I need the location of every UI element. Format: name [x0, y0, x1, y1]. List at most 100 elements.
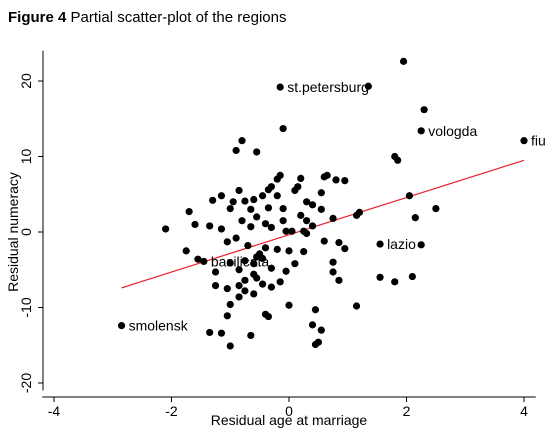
- data-point: [320, 173, 328, 181]
- data-point: [317, 205, 325, 213]
- data-point: [308, 222, 317, 230]
- data-point: [352, 211, 361, 219]
- data-point: [303, 229, 311, 238]
- data-point: [405, 192, 414, 200]
- data-point: [273, 175, 281, 183]
- data-point: [229, 198, 237, 206]
- data-point: [329, 258, 337, 266]
- y-tick-label: 10: [18, 149, 34, 165]
- data-point: [282, 227, 290, 235]
- data-point: [308, 321, 317, 329]
- x-axis-title: Residual age at marriage: [211, 412, 368, 428]
- data-point: [206, 328, 214, 337]
- data-point: [317, 189, 325, 197]
- data-point: [185, 208, 193, 216]
- data-point: [411, 214, 419, 222]
- labeled-data-point: [417, 127, 425, 135]
- data-point: [279, 217, 287, 225]
- data-point: [182, 247, 190, 255]
- data-point: [291, 186, 299, 195]
- data-point: [191, 220, 199, 229]
- y-tick-label: -20: [18, 373, 34, 393]
- data-point: [244, 241, 252, 250]
- data-point: [226, 300, 234, 309]
- data-point: [394, 156, 402, 164]
- data-point: [303, 217, 311, 225]
- data-point: [420, 106, 428, 114]
- data-point: [226, 259, 234, 267]
- data-point: [308, 201, 317, 209]
- data-point: [291, 260, 299, 268]
- point-label: vologda: [428, 123, 477, 139]
- data-point: [329, 214, 337, 223]
- data-point: [247, 223, 255, 231]
- data-point: [273, 245, 281, 253]
- labeled-data-point: [376, 240, 384, 248]
- fit-line: [121, 159, 525, 289]
- data-point: [417, 241, 425, 249]
- data-point: [311, 340, 320, 349]
- data-point: [241, 276, 249, 284]
- data-point: [226, 204, 234, 213]
- data-point: [364, 82, 372, 90]
- point-label: smolensk: [129, 318, 189, 334]
- data-point: [297, 174, 305, 182]
- data-point: [267, 223, 275, 232]
- data-point: [341, 177, 349, 185]
- x-tick-label: 4: [520, 403, 528, 419]
- data-point: [250, 195, 258, 204]
- data-point: [408, 272, 416, 281]
- data-point: [223, 238, 231, 246]
- data-point: [320, 237, 328, 245]
- labeled-data-point: [276, 83, 284, 91]
- data-point: [235, 293, 243, 301]
- data-point: [253, 274, 261, 282]
- data-point: [253, 253, 261, 261]
- point-label: basilicata: [211, 253, 270, 269]
- data-point: [285, 301, 293, 309]
- x-tick-label: -2: [165, 403, 178, 419]
- data-point: [247, 331, 255, 340]
- tick-marks: [38, 80, 525, 402]
- x-tick-label: -4: [48, 403, 61, 419]
- axes: [42, 50, 536, 398]
- data-point: [258, 254, 267, 263]
- data-point: [276, 278, 284, 286]
- data-point: [391, 278, 399, 286]
- data-point: [162, 225, 170, 233]
- data-point: [235, 282, 243, 290]
- x-tick-label: 0: [285, 403, 293, 419]
- labeled-data-point: [200, 257, 208, 266]
- y-tick-label: 0: [18, 228, 34, 236]
- data-point: [238, 217, 246, 225]
- data-point: [297, 211, 305, 219]
- y-axis-title: Residual numeracy: [5, 172, 21, 292]
- data-point: [267, 264, 275, 272]
- data-point: [311, 306, 320, 314]
- data-point: [332, 176, 340, 184]
- y-tick-label: -10: [18, 297, 34, 317]
- data-point: [258, 192, 267, 200]
- data-point: [258, 280, 267, 288]
- data-point: [300, 248, 308, 256]
- data-point: [235, 186, 243, 195]
- data-point: [194, 255, 202, 263]
- data-point: [352, 302, 361, 310]
- labeled-points: st.petersburg vologda fiu lazio basilicata sm…: [117, 79, 546, 334]
- data-point: [223, 312, 231, 320]
- figure-title: Partial scatter-plot of the regions: [70, 9, 287, 26]
- data-point: [376, 273, 384, 281]
- data-point: [253, 213, 261, 221]
- data-point: [303, 198, 311, 206]
- labeled-data-point: [520, 137, 528, 145]
- data-point: [432, 204, 440, 213]
- data-point: [264, 186, 273, 194]
- point-label: fiu: [531, 133, 546, 149]
- fit-line-group: [121, 159, 525, 289]
- data-point: [317, 326, 325, 334]
- data-point: [250, 290, 258, 298]
- data-point: [261, 220, 270, 228]
- data-point: [329, 268, 337, 276]
